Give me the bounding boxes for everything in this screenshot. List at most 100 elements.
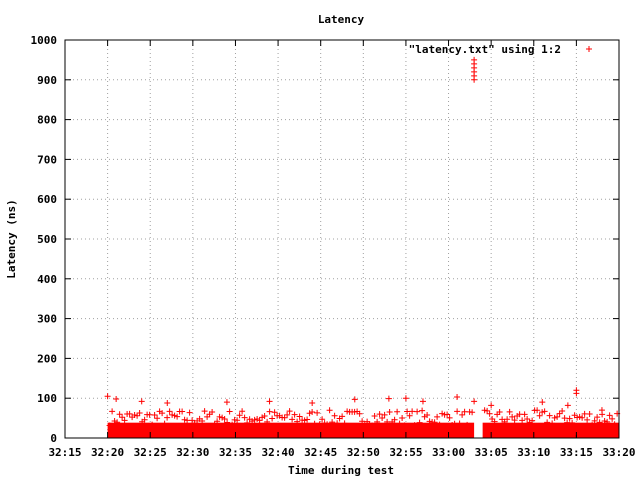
data-point xyxy=(406,412,413,419)
data-point xyxy=(149,421,156,428)
data-point xyxy=(254,415,261,422)
data-point xyxy=(519,417,526,424)
x-tick-label: 32:20 xyxy=(91,446,124,459)
data-point xyxy=(301,417,308,424)
data-point xyxy=(126,410,133,417)
x-tick-label: 32:35 xyxy=(219,446,252,459)
x-tick-label: 33:10 xyxy=(517,446,550,459)
data-point xyxy=(241,414,248,421)
data-point xyxy=(404,408,411,415)
x-tick-label: 32:40 xyxy=(262,446,295,459)
data-point xyxy=(113,395,120,402)
y-tick-label: 900 xyxy=(37,74,57,87)
data-point xyxy=(171,412,178,419)
data-point xyxy=(223,399,230,406)
x-tick-label: 32:15 xyxy=(48,446,81,459)
data-point xyxy=(488,402,495,409)
data-point xyxy=(446,414,453,421)
data-point xyxy=(609,415,616,422)
legend: "latency.txt" using 1:2 xyxy=(409,43,592,56)
data-point xyxy=(594,414,601,421)
data-point xyxy=(309,399,316,406)
x-tick-label: 32:55 xyxy=(389,446,422,459)
data-point xyxy=(284,411,291,418)
data-point xyxy=(164,399,171,406)
dense-point-band xyxy=(107,422,475,438)
data-point xyxy=(189,417,196,424)
y-axis-label: Latency (ns) xyxy=(5,199,18,278)
data-point xyxy=(511,417,518,424)
x-tick-label: 33:15 xyxy=(560,446,593,459)
data-point xyxy=(549,420,556,427)
data-point xyxy=(554,413,561,420)
data-point xyxy=(399,414,406,421)
data-point xyxy=(201,408,208,415)
data-point xyxy=(436,421,443,428)
data-point xyxy=(221,416,228,423)
data-point xyxy=(244,419,251,426)
y-tick-label: 1000 xyxy=(31,34,58,47)
data-point xyxy=(138,398,145,405)
data-point xyxy=(379,414,386,421)
data-point xyxy=(331,412,338,419)
y-tick-label: 500 xyxy=(37,233,57,246)
data-point xyxy=(166,408,173,415)
data-point xyxy=(611,421,618,428)
data-point xyxy=(356,410,363,417)
grid-lines xyxy=(65,40,619,438)
data-point xyxy=(402,395,409,402)
y-tick-label: 700 xyxy=(37,153,57,166)
data-point xyxy=(281,414,288,421)
data-point xyxy=(414,408,421,415)
y-tick-label: 400 xyxy=(37,273,57,286)
data-point xyxy=(269,415,276,422)
data-point xyxy=(344,408,351,415)
data-point xyxy=(509,413,516,420)
data-point xyxy=(376,411,383,418)
data-point xyxy=(199,417,206,424)
x-tick-label: 33:00 xyxy=(432,446,465,459)
y-tick-label: 800 xyxy=(37,114,57,127)
data-point xyxy=(411,422,418,429)
data-point xyxy=(569,419,576,426)
data-point xyxy=(146,411,153,418)
data-point xyxy=(226,408,233,415)
data-point xyxy=(464,421,471,428)
data-point xyxy=(286,408,293,415)
data-point xyxy=(169,411,176,418)
x-tick-label: 32:45 xyxy=(304,446,337,459)
data-point xyxy=(224,419,231,426)
axis-ticks: 0 100 200 300 400 500 600 700 800 900 1000 32:15 32:… xyxy=(31,34,636,459)
data-point xyxy=(529,417,536,424)
data-point xyxy=(309,409,316,416)
data-point xyxy=(219,414,226,421)
data-point xyxy=(304,416,311,423)
data-point xyxy=(496,408,503,415)
data-point xyxy=(321,420,328,427)
data-point xyxy=(106,422,113,429)
data-point xyxy=(134,412,141,419)
data-point xyxy=(111,418,118,425)
data-point xyxy=(339,413,346,420)
data-point xyxy=(214,418,221,425)
data-point xyxy=(361,422,368,429)
data-point xyxy=(469,409,476,416)
data-point xyxy=(573,390,580,397)
data-point xyxy=(329,419,336,426)
data-point xyxy=(306,410,313,417)
data-point xyxy=(179,408,186,415)
y-tick-label: 600 xyxy=(37,193,57,206)
data-point xyxy=(104,393,111,400)
data-point xyxy=(371,413,378,420)
x-axis-label: Time during test xyxy=(288,464,394,477)
data-point xyxy=(384,418,391,425)
data-point xyxy=(326,407,333,414)
data-point xyxy=(136,409,143,416)
data-point xyxy=(381,411,388,418)
data-point xyxy=(426,418,433,425)
data-point xyxy=(259,414,266,421)
data-points xyxy=(104,56,621,438)
data-point xyxy=(596,419,603,426)
data-point xyxy=(316,421,323,428)
data-point xyxy=(164,414,171,421)
